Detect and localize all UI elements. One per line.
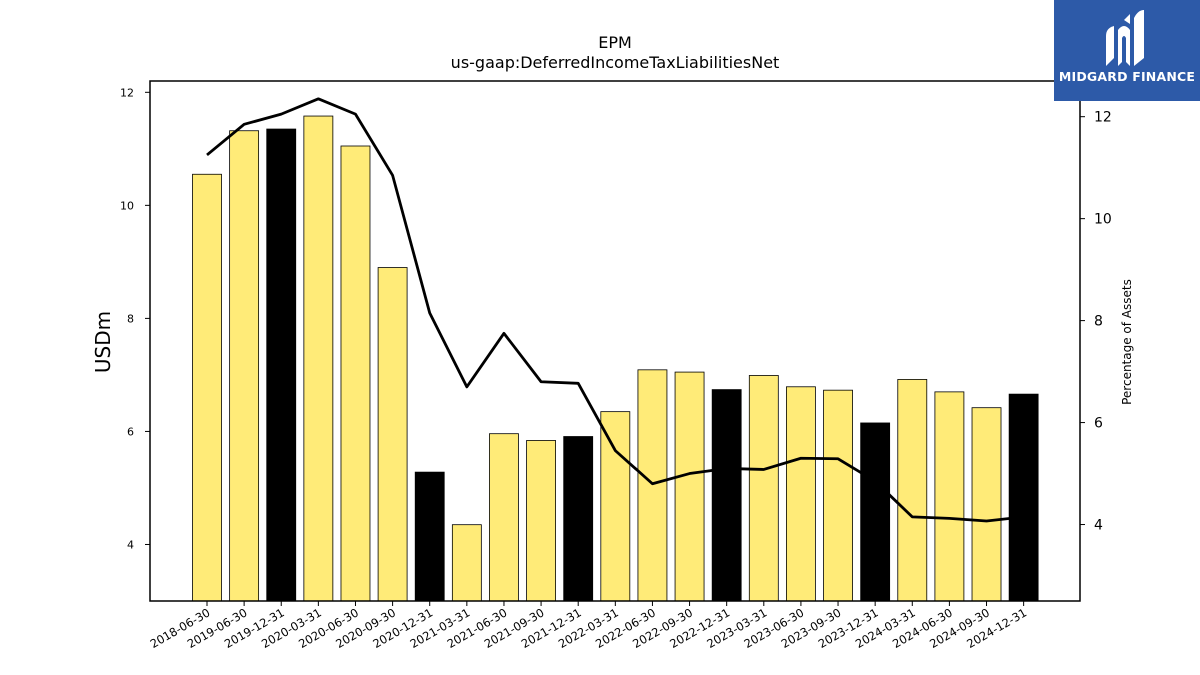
y2-tick-label: 10 xyxy=(1094,212,1112,228)
bar-2023-12-31 xyxy=(860,422,891,602)
y2-tick-label: 8 xyxy=(1094,314,1103,330)
bar-2021-12-31 xyxy=(563,436,594,602)
bar-2018-06-30 xyxy=(192,173,222,602)
bar-2024-03-31 xyxy=(897,379,928,602)
percentage-line xyxy=(206,97,1024,523)
bar-2022-09-30 xyxy=(674,371,705,602)
y2-tick-label: 4 xyxy=(1094,518,1103,534)
bar-2022-03-31 xyxy=(600,411,631,602)
bar-2020-06-30 xyxy=(340,145,371,602)
bar-2020-12-31 xyxy=(414,471,445,602)
bar-2019-12-31 xyxy=(266,128,297,602)
chart-subtitle: us-gaap:DeferredIncomeTaxLiabilitiesNet xyxy=(451,53,780,72)
chart-title: EPM xyxy=(598,33,632,52)
bar-2023-06-30 xyxy=(786,386,816,602)
bars-group xyxy=(192,115,1039,602)
y-axis-label: USDm xyxy=(91,311,115,373)
brand-logo: MIDGARD FINANCE xyxy=(1054,0,1200,101)
bar-2024-06-30 xyxy=(934,391,965,602)
y-tick-label: 12 xyxy=(120,86,134,99)
bar-2022-12-31 xyxy=(711,389,742,602)
bar-2021-03-31 xyxy=(451,524,482,602)
bar-2020-09-30 xyxy=(377,267,408,602)
bar-2023-03-31 xyxy=(748,375,779,602)
y-tick-label: 8 xyxy=(127,312,134,325)
bar-2024-12-31 xyxy=(1008,393,1039,602)
y2-tick-label: 6 xyxy=(1094,416,1103,432)
line-group xyxy=(206,97,1024,523)
logo-mark-icon xyxy=(1106,10,1144,66)
bar-2021-06-30 xyxy=(489,433,519,602)
bar-2023-09-30 xyxy=(823,389,853,602)
bar-2024-09-30 xyxy=(971,407,1002,602)
logo-text: MIDGARD FINANCE xyxy=(1058,69,1196,84)
y2-axis-label: Percentage of Assets xyxy=(1120,279,1134,405)
y-tick-label: 10 xyxy=(120,199,134,212)
bar-2022-06-30 xyxy=(637,369,668,602)
y-tick-label: 4 xyxy=(127,538,134,551)
bar-2019-06-30 xyxy=(229,130,260,602)
bar-2021-09-30 xyxy=(526,440,556,602)
y-tick-label: 6 xyxy=(127,425,134,438)
bar-2020-03-31 xyxy=(303,115,334,602)
y2-tick-label: 12 xyxy=(1094,110,1112,126)
